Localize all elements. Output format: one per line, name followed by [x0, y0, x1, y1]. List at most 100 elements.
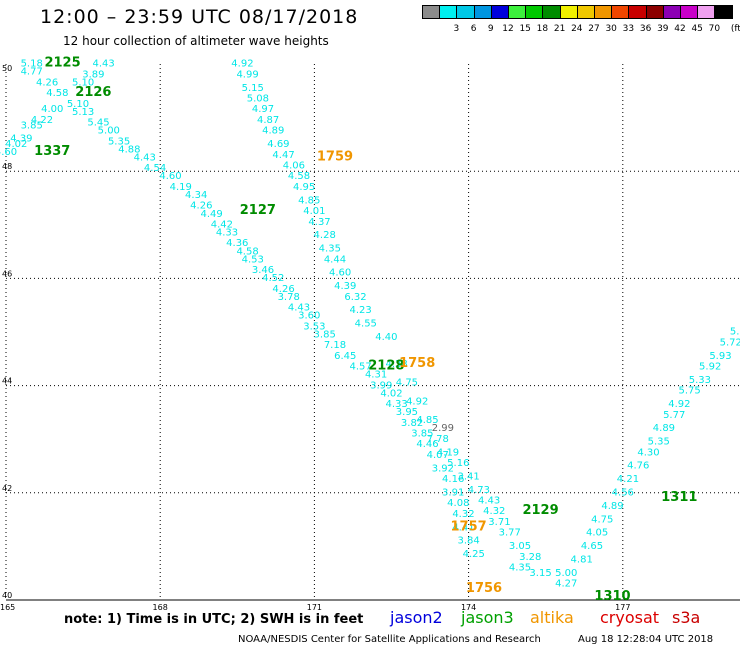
wave-height-value: 3.05 — [509, 541, 531, 552]
wave-height-value: 3.77 — [499, 528, 521, 539]
scale-tick-label: 6 — [470, 24, 477, 34]
wave-height-value: 3.99 — [370, 380, 392, 391]
wave-height-value: 4.19 — [170, 182, 192, 193]
pass-label: 1758 — [399, 356, 435, 371]
wave-height-value: 5.35 — [108, 136, 130, 147]
wave-height-value: 4.44 — [324, 254, 346, 265]
lat-tick-label: 42 — [2, 484, 12, 493]
wave-height-value: 5.10 — [67, 99, 89, 110]
wave-height-value: 4.43 — [93, 59, 115, 70]
wave-height-value: 4.39 — [334, 281, 356, 292]
wave-height-value: 4.32 — [452, 509, 474, 520]
wave-height-value: 4.52 — [262, 273, 284, 284]
wave-height-value: 4.26 — [272, 284, 294, 295]
pass-label: 2.99 — [432, 423, 454, 434]
wave-height-value: 4.05 — [586, 528, 608, 539]
wave-height-value: 4.57 — [350, 362, 372, 373]
wave-height-value: 4.58 — [236, 246, 258, 257]
wave-height-value: 4.43 — [288, 303, 310, 314]
wave-height-value: 4.87 — [257, 115, 279, 126]
wave-height-value: 3.85 — [314, 329, 336, 340]
pass-label: 1311 — [661, 490, 697, 505]
wave-height-value: 5.18 — [21, 59, 43, 70]
wave-height-value: 3.92 — [432, 463, 454, 474]
wave-height-value: 4.06 — [283, 161, 305, 172]
scale-tick-label: 36 — [639, 24, 652, 34]
wave-height-value: 4.60 — [329, 268, 351, 279]
wave-height-value: 5.45 — [87, 118, 109, 129]
wave-height-value: 4.97 — [252, 104, 274, 115]
wave-height-value: 4.00 — [41, 104, 63, 115]
wave-height-value: 5.33 — [689, 375, 711, 386]
wave-height-value: 3.60 — [298, 311, 320, 322]
wave-height-value: 3.85 — [411, 429, 433, 440]
wave-height-value: 4.39 — [10, 134, 32, 145]
page-subtitle: 12 hour collection of altimeter wave hei… — [63, 34, 329, 48]
wave-height-value: 4.22 — [31, 115, 53, 126]
wave-height-value: 5.35 — [648, 437, 670, 448]
wave-height-value: 4.47 — [272, 150, 294, 161]
scale-tick-label: 9 — [487, 24, 494, 34]
wave-height-value: 4.33 — [386, 399, 408, 410]
wave-height-value: 3.15 — [529, 568, 551, 579]
wave-height-value: 4.49 — [200, 209, 222, 220]
wave-height-value: 5.13 — [72, 107, 94, 118]
wave-height-value: 4.40 — [375, 332, 397, 343]
wave-height-value: 4.77 — [21, 67, 43, 78]
lat-tick-label: 46 — [2, 269, 12, 278]
lat-tick-label: 40 — [2, 591, 12, 600]
pass-label: 2129 — [522, 503, 558, 518]
wave-height-value: 4.60 — [159, 171, 181, 182]
wave-height-value: 5.77 — [663, 410, 685, 421]
pass-label: 1756 — [466, 581, 502, 596]
wave-height-value: 4.89 — [653, 423, 675, 434]
scale-tick-label: 33 — [622, 24, 635, 34]
wave-height-value: 4.75 — [396, 378, 418, 389]
wave-height-value: 4.21 — [617, 474, 639, 485]
wave-height-value: 4.35 — [319, 244, 341, 255]
wave-height-value: 5.00 — [98, 126, 120, 137]
wave-height-value: 3.95 — [396, 407, 418, 418]
wave-height-value: 4.41 — [452, 522, 474, 533]
pass-label: 2125 — [44, 56, 80, 71]
wave-height-value: 4.92 — [668, 399, 690, 410]
scale-unit-label: (ft) — [730, 24, 740, 34]
wave-height-value: 4.75 — [591, 514, 613, 525]
wave-height-value: 4.19 — [437, 447, 459, 458]
scale-tick-label: 42 — [674, 24, 686, 34]
wave-height-value: 4.27 — [555, 579, 577, 590]
wave-height-value: 4.85 — [416, 415, 438, 426]
pass-label: 1759 — [317, 149, 353, 164]
lon-tick-label: 168 — [153, 603, 168, 612]
wave-height-value: 4.60 — [0, 147, 17, 158]
axis-labels: 165 168 171 174 177 50 48 46 44 42 40 — [0, 64, 630, 612]
wave-height-value: 6.32 — [344, 292, 366, 303]
map-grid — [5, 64, 740, 600]
scale-tick-label: 45 — [691, 24, 703, 34]
scale-tick-label: 27 — [588, 24, 600, 34]
wave-height-value: 4.25 — [463, 549, 485, 560]
pass-label: 1757 — [451, 519, 487, 534]
wave-height-value: 4.81 — [571, 554, 593, 565]
wave-height-value: 4.85 — [298, 195, 320, 206]
wave-height-value: 4.02 — [380, 388, 402, 399]
wave-height-value: 3.53 — [303, 321, 325, 332]
wave-height-value: 5.10 — [72, 77, 94, 88]
wave-height-value: 4.36 — [226, 238, 248, 249]
pass-label: 2127 — [240, 203, 276, 218]
wave-height-value: 3.41 — [457, 471, 479, 482]
wave-height-value: 4.88 — [118, 144, 140, 155]
lon-tick-label: 165 — [0, 603, 15, 612]
wave-height-value: 4.07 — [427, 450, 449, 461]
wave-height-value: 4.37 — [308, 217, 330, 228]
wave-height-value: 5.92 — [699, 362, 721, 373]
wave-height-value: 4.35 — [509, 563, 531, 574]
wave-height-value: 4.33 — [216, 228, 238, 239]
wave-height-value: 4.26 — [190, 201, 212, 212]
satellite-jason2: jason2 — [390, 608, 443, 627]
wave-height-value: 7.78 — [427, 434, 449, 445]
wave-height-value: 5.00 — [555, 568, 577, 579]
wave-height-value: 4.73 — [468, 485, 490, 496]
